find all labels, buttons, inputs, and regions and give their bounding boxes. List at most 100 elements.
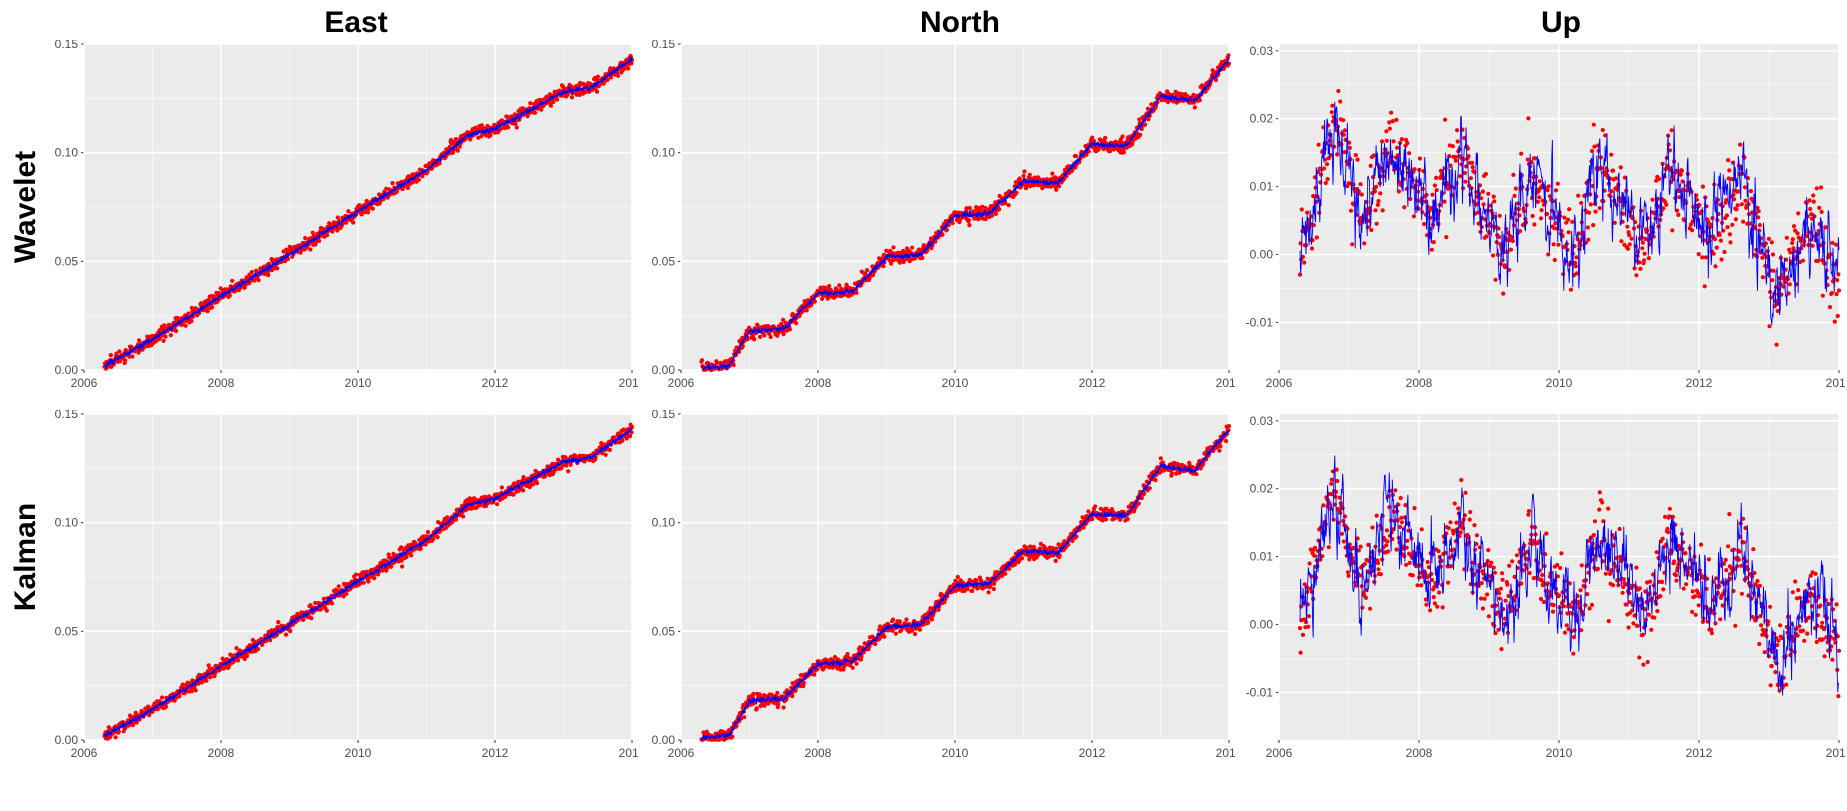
observed-point <box>1538 216 1544 221</box>
observed-point <box>1513 211 1518 216</box>
observed-point <box>573 453 578 459</box>
observed-point <box>1696 252 1701 257</box>
observed-point <box>891 245 896 250</box>
observed-point <box>1501 291 1506 296</box>
observed-point <box>1300 254 1306 259</box>
observed-point <box>1338 99 1343 104</box>
observed-point <box>1369 227 1374 233</box>
observed-point <box>235 658 241 663</box>
observed-point <box>1570 251 1575 256</box>
observed-point <box>881 264 886 269</box>
observed-point <box>420 174 425 179</box>
observed-point <box>1819 209 1824 214</box>
observed-point <box>189 319 194 324</box>
observed-point <box>1090 135 1095 140</box>
observed-point <box>1702 284 1707 289</box>
observed-point <box>365 210 371 215</box>
observed-point <box>1612 220 1617 225</box>
observed-point <box>1823 225 1828 230</box>
observed-point <box>1835 313 1840 319</box>
observed-point <box>1574 255 1579 260</box>
observed-point <box>1535 199 1541 204</box>
observed-point <box>1539 208 1544 213</box>
observed-point <box>275 266 280 271</box>
x-tick-label: 2006 <box>71 746 98 760</box>
observed-point <box>699 358 705 363</box>
observed-point <box>1760 275 1765 280</box>
observed-point <box>1640 240 1645 245</box>
observed-point <box>1014 190 1019 195</box>
observed-point <box>752 337 757 342</box>
observed-point <box>160 695 165 700</box>
observed-point <box>1791 224 1797 229</box>
observed-point <box>1213 77 1219 83</box>
observed-point <box>1613 176 1619 181</box>
observed-point <box>993 211 998 216</box>
observed-point <box>1770 278 1775 283</box>
observed-point <box>1073 154 1078 159</box>
observed-point <box>1434 188 1439 193</box>
observed-point <box>1502 264 1508 270</box>
observed-point <box>989 213 994 218</box>
observed-point <box>1192 105 1197 110</box>
observed-point <box>986 590 991 595</box>
observed-point <box>608 66 613 71</box>
observed-point <box>1700 255 1705 260</box>
observed-point <box>488 133 493 138</box>
observed-point <box>1552 257 1557 263</box>
observed-point <box>499 485 504 490</box>
observed-point <box>1604 168 1610 173</box>
observed-point <box>1491 253 1496 258</box>
observed-point <box>1455 128 1460 133</box>
observed-point <box>189 689 194 694</box>
observed-point <box>1784 235 1789 240</box>
observed-point <box>256 646 261 652</box>
observed-point <box>1355 157 1360 162</box>
observed-point <box>1642 258 1647 263</box>
y-tick-label: 0.00 <box>55 363 79 377</box>
observed-point <box>1730 222 1735 227</box>
observed-point <box>370 206 375 211</box>
observed-point <box>1411 214 1416 219</box>
observed-point <box>366 579 371 584</box>
observed-point <box>790 681 795 686</box>
observed-point <box>1556 242 1561 247</box>
observed-point <box>1508 247 1514 252</box>
fitted-line <box>103 427 633 738</box>
observed-point <box>1516 201 1521 206</box>
observed-point <box>180 682 185 687</box>
observed-point <box>1622 175 1628 180</box>
observed-point <box>1736 189 1741 194</box>
observed-point <box>1120 134 1125 139</box>
observed-point <box>1756 215 1761 220</box>
observed-point <box>1637 260 1642 265</box>
observed-point <box>1402 205 1407 210</box>
observed-point <box>1756 209 1761 214</box>
observed-point <box>335 215 340 220</box>
observed-point <box>1486 191 1491 196</box>
observed-point <box>1829 291 1834 296</box>
observed-point <box>498 126 503 131</box>
observed-point <box>1618 199 1623 204</box>
observed-point <box>1680 179 1685 184</box>
observed-point <box>303 236 308 241</box>
observed-point <box>230 278 235 283</box>
observed-point <box>1592 144 1597 149</box>
observed-point <box>548 103 553 108</box>
observed-point <box>605 77 610 82</box>
observed-point <box>400 564 405 569</box>
observed-point <box>1551 242 1556 247</box>
observed-point <box>163 704 169 709</box>
observed-point <box>1374 221 1379 226</box>
observed-point <box>1378 191 1383 196</box>
observed-point <box>1598 155 1604 160</box>
observed-point <box>1632 266 1637 271</box>
observed-point <box>1741 219 1746 224</box>
observed-point <box>227 293 232 298</box>
observed-point <box>1734 207 1739 212</box>
x-tick-label: 2006 <box>668 746 695 760</box>
observed-point <box>1391 139 1396 144</box>
observed-point <box>249 269 254 275</box>
y-tick-label: 0.05 <box>652 624 676 638</box>
observed-point <box>1314 235 1319 240</box>
